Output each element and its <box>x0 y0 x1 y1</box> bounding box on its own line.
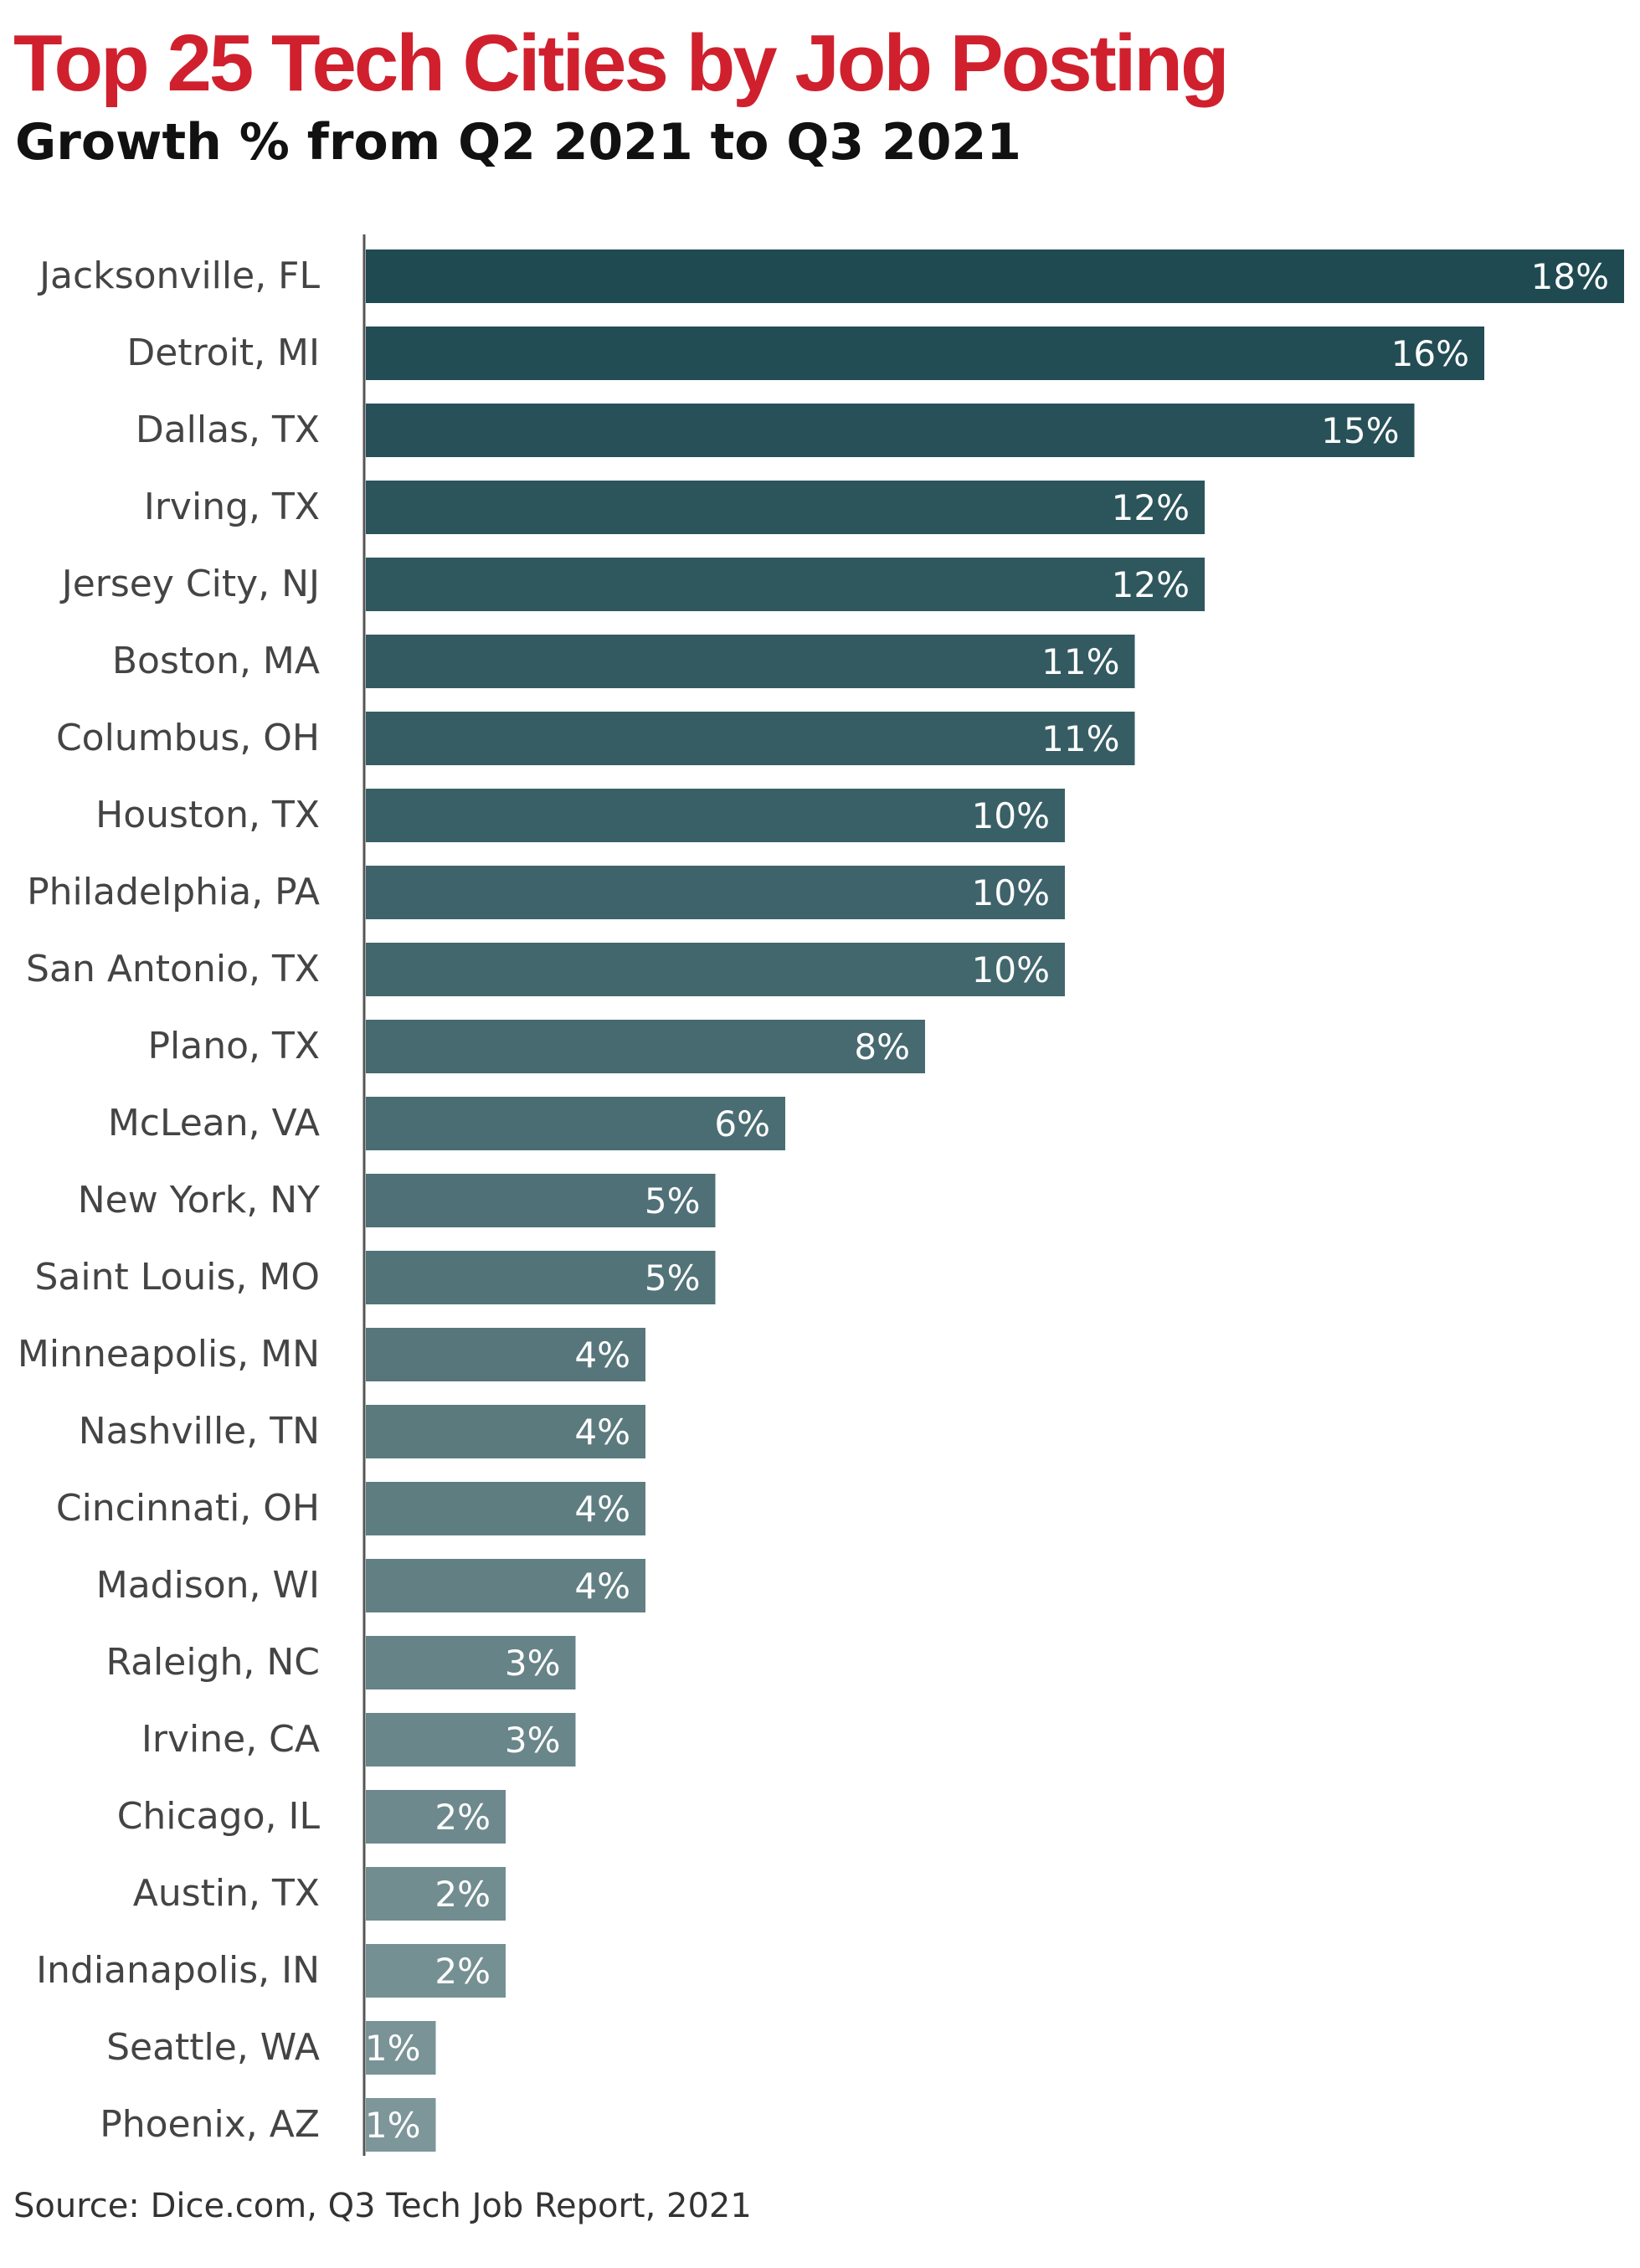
category-label: Seattle, WA <box>106 2026 320 2069</box>
bar-value-label: 4% <box>574 1412 630 1453</box>
category-label: Columbus, OH <box>56 717 320 759</box>
bar <box>366 1867 506 1921</box>
category-label: Nashville, TN <box>79 1410 320 1453</box>
category-label: Boston, MA <box>112 640 320 682</box>
bar <box>366 635 1135 688</box>
bar <box>366 558 1205 611</box>
bar-value-label: 15% <box>1321 410 1399 451</box>
bar-value-label: 16% <box>1391 333 1469 374</box>
category-label: Jersey City, NJ <box>59 563 320 605</box>
bar <box>366 1328 645 1381</box>
category-label: Chicago, IL <box>117 1795 321 1838</box>
bar-value-label: 11% <box>1041 718 1119 759</box>
category-label: Irving, TX <box>144 486 320 528</box>
bar-value-label: 4% <box>574 1489 630 1530</box>
bar-value-label: 3% <box>505 1720 561 1761</box>
category-label: Raleigh, NC <box>105 1641 320 1684</box>
bar <box>366 2098 436 2152</box>
bar-value-label: 5% <box>645 1180 701 1221</box>
category-label: Minneapolis, MN <box>18 1333 320 1376</box>
bar <box>366 1559 645 1612</box>
bar <box>366 1790 506 1844</box>
bar-value-label: 5% <box>645 1257 701 1299</box>
bar <box>366 1097 785 1150</box>
bar-value-label: 11% <box>1041 641 1119 682</box>
category-label: Madison, WI <box>96 1564 320 1607</box>
bar <box>366 1405 645 1458</box>
bar-value-label: 4% <box>574 1566 630 1607</box>
bar <box>366 866 1065 919</box>
chart-title: Top 25 Tech Cities by Job Posting <box>13 18 1230 108</box>
bar <box>366 2021 436 2075</box>
category-label: Saint Louis, MO <box>34 1256 320 1299</box>
category-label: Cincinnati, OH <box>56 1487 320 1530</box>
category-label: McLean, VA <box>108 1102 320 1144</box>
bars-group: 18% Jacksonville, FL 16% Detroit, MI 15% Dall… <box>18 249 1624 2152</box>
bar <box>366 1174 716 1227</box>
category-label: Houston, TX <box>95 794 320 836</box>
bar-value-label: 2% <box>434 1951 491 1992</box>
bar <box>366 404 1415 457</box>
bar-value-label: 18% <box>1531 256 1609 297</box>
bar-value-label: 10% <box>972 949 1050 990</box>
bar <box>366 1636 576 1689</box>
category-label: Dallas, TX <box>136 409 320 451</box>
category-label: New York, NY <box>78 1179 320 1221</box>
category-label: Indianapolis, IN <box>36 1949 320 1992</box>
bar <box>366 1944 506 1998</box>
category-label: Phoenix, AZ <box>100 2103 320 2146</box>
bar <box>366 1482 645 1535</box>
bar-value-label: 3% <box>505 1643 561 1684</box>
bar <box>366 789 1065 842</box>
bar-value-label: 12% <box>1112 487 1190 528</box>
bar <box>366 1251 716 1304</box>
chart-subtitle: Growth % from Q2 2021 to Q3 2021 <box>15 113 1022 172</box>
category-label: Austin, TX <box>133 1872 320 1915</box>
bar <box>366 327 1484 380</box>
category-label: Philadelphia, PA <box>27 871 320 913</box>
category-label: Irvine, CA <box>141 1718 320 1761</box>
bar <box>366 249 1624 303</box>
bar <box>366 1020 925 1073</box>
bar-value-label: 12% <box>1112 564 1190 605</box>
category-label: San Antonio, TX <box>26 948 320 990</box>
bar <box>366 1713 576 1767</box>
bar-value-label: 4% <box>574 1335 630 1376</box>
category-label: Jacksonville, FL <box>37 255 320 297</box>
bar <box>366 712 1135 765</box>
category-label: Detroit, MI <box>126 332 320 374</box>
bar-value-label: 10% <box>972 795 1050 836</box>
bar <box>366 481 1205 534</box>
bar-value-label: 2% <box>434 1874 491 1915</box>
category-label: Plano, TX <box>147 1025 320 1067</box>
bar-value-label: 8% <box>854 1026 910 1067</box>
bar-value-label: 1% <box>365 2105 421 2146</box>
bar <box>366 943 1065 996</box>
bar-value-label: 1% <box>365 2028 421 2069</box>
bar-value-label: 6% <box>714 1103 770 1144</box>
bar-value-label: 10% <box>972 872 1050 913</box>
source-note: Source: Dice.com, Q3 Tech Job Report, 20… <box>13 2187 752 2225</box>
bar-value-label: 2% <box>434 1797 491 1838</box>
